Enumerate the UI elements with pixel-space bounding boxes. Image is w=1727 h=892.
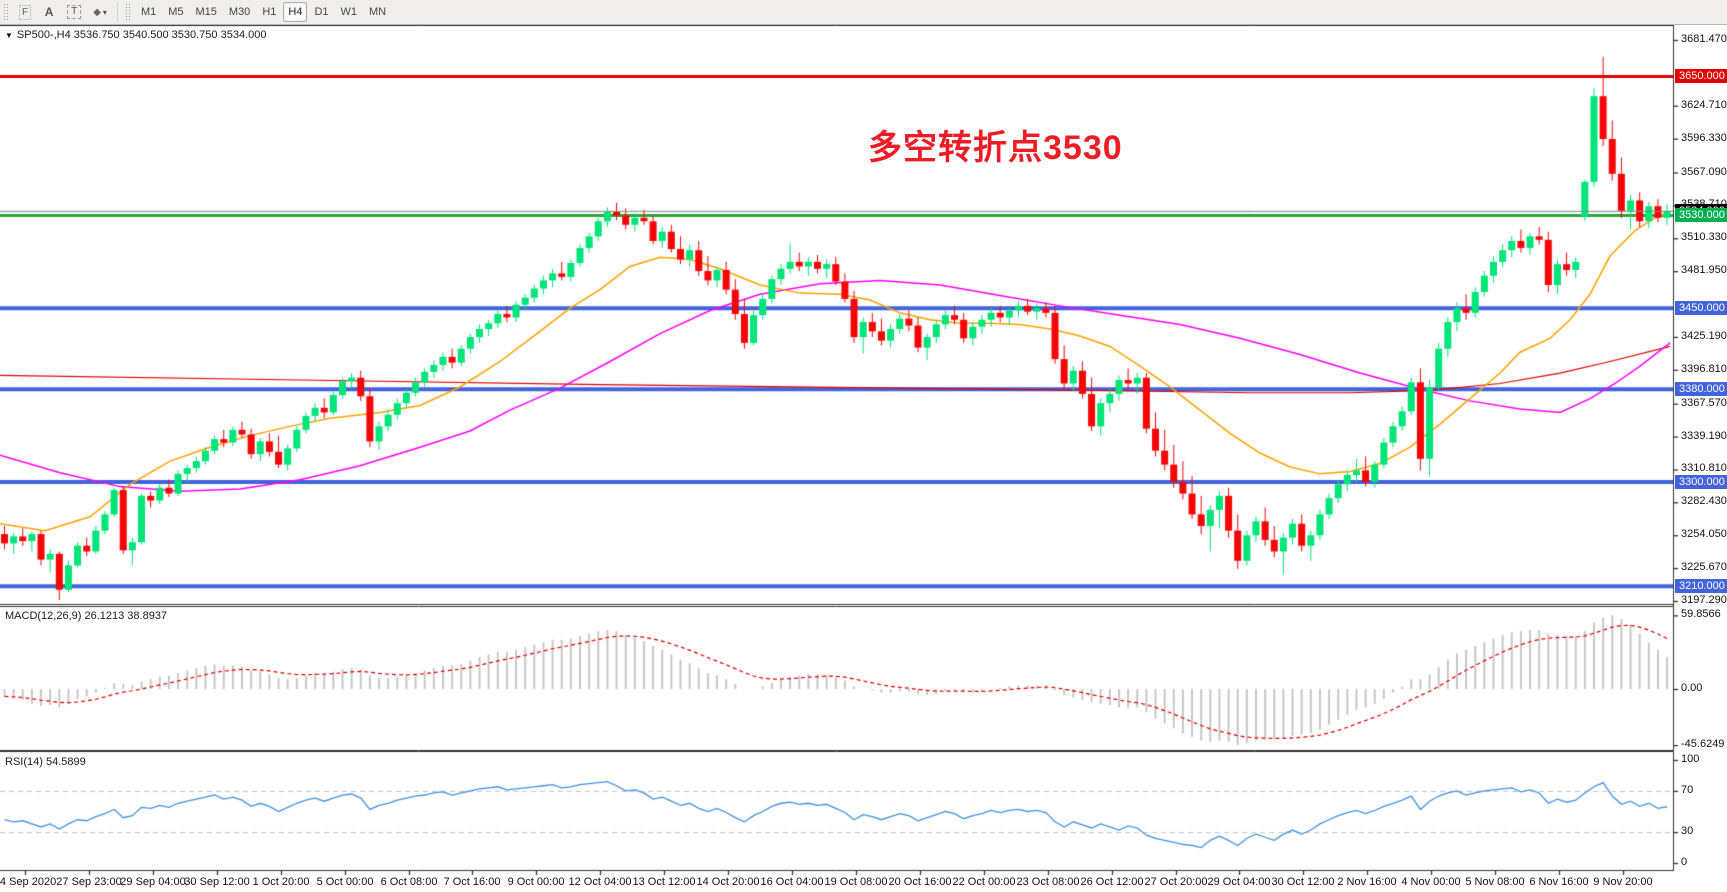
time-axis-label: 1 Oct 20:00 [252,876,310,888]
toolbar-drag-handle[interactable] [3,3,10,21]
price-axis-label: 3339.190 [1681,429,1727,442]
price-axis-label: 3624.710 [1681,98,1727,111]
time-axis-label: 9 Oct 00:00 [507,876,565,888]
price-axis-label: 3367.570 [1681,396,1727,409]
time-axis-label: 7 Oct 16:00 [443,876,501,888]
price-axis-label: 3425.190 [1681,329,1727,342]
macd-indicator-label: MACD(12,26,9) 26.1213 38.8937 [5,610,168,622]
style-painter-button[interactable]: ◆ ▾ [88,2,112,22]
chart-shift-button[interactable]: F [14,2,36,22]
text-label-button[interactable]: A [38,2,60,22]
time-axis-label: 12 Oct 04:00 [568,876,632,888]
price-axis-label: 3225.670 [1681,561,1727,574]
symbol-ohlc-text: SP500-,H4 3536.750 3540.500 3530.750 353… [16,29,267,41]
timeframe-button-m1[interactable]: M1 [140,6,157,18]
rsi-axis-label: 30 [1681,825,1694,838]
rsi-axis-label: 70 [1681,783,1694,796]
time-axis-label: 6 Oct 08:00 [380,876,438,888]
time-axis-label: 27 Oct 20:00 [1144,876,1208,888]
chart-area[interactable]: ▼ SP500-,H4 3536.750 3540.500 3530.750 3… [0,25,1727,892]
price-axis-label: 3197.290 [1681,593,1727,606]
macd-axis-label: 59.8566 [1681,608,1721,621]
symbol-dropdown-icon[interactable]: ▼ [5,30,13,40]
time-axis-label: 23 Oct 08:00 [1016,876,1080,888]
price-axis-label: 3481.950 [1681,264,1727,277]
symbol-title: ▼ SP500-,H4 3536.750 3540.500 3530.750 3… [5,29,266,41]
timeframe-button-h4[interactable]: H4 [283,2,308,22]
price-axis-label: 3510.330 [1681,231,1727,244]
time-axis-label: 16 Oct 04:00 [760,876,824,888]
price-line-label-3450.000: 3450.000 [1675,301,1727,316]
time-axis-label: 27 Sep 23:00 [56,876,122,888]
timeframe-button-d1[interactable]: D1 [314,6,329,18]
object-toolbar: F A T ◆ ▾ [13,2,113,22]
macd-axis-label: 0.00 [1681,682,1703,694]
time-axis-label: 5 Oct 00:00 [316,876,374,888]
time-axis-label: 29 Sep 04:00 [120,876,186,888]
price-chart-canvas[interactable] [0,25,1727,892]
time-axis-label: 24 Sep 2020 [0,876,57,888]
time-axis-label: 22 Oct 00:00 [952,876,1016,888]
toolbar-drag-handle[interactable] [124,3,132,21]
macd-axis-label: -45.6249 [1681,738,1725,751]
price-line-label-3380.000: 3380.000 [1675,382,1727,397]
toolbar: F A T ◆ ▾ M1 M5 M15 M30 H1 H4 D1 W1 MN [0,0,1727,25]
time-axis-label: 14 Oct 20:00 [696,876,760,888]
style-painter-icon: ◆ [93,6,101,18]
time-axis-label: 20 Oct 16:00 [888,876,952,888]
timeframe-button-w1[interactable]: W1 [340,6,358,18]
rsi-axis-label: 100 [1681,753,1700,765]
text-box-icon: T [67,5,82,19]
price-line-label-3650.000: 3650.000 [1675,69,1727,84]
rsi-indicator-label: RSI(14) 54.5899 [5,756,86,768]
time-axis-label: 29 Oct 04:00 [1207,876,1271,888]
text-label-icon: A [44,5,54,19]
time-axis-label: 30 Oct 12:00 [1271,876,1335,888]
timeframe-button-mn[interactable]: MN [369,6,387,18]
chart-annotation-text: 多空转折点3530 [868,129,1123,167]
chart-shift-icon: F [19,4,32,20]
time-axis-label: 26 Oct 12:00 [1080,876,1144,888]
timeframe-button-h1[interactable]: H1 [262,6,277,18]
chevron-down-icon: ▾ [102,7,107,17]
price-axis-label: 3396.810 [1681,362,1727,375]
time-axis-label: 19 Oct 08:00 [824,876,888,888]
timeframe-button-m15[interactable]: M15 [195,6,217,18]
price-axis-label: 3282.430 [1681,495,1727,508]
price-line-label-3530.000: 3530.000 [1675,208,1727,223]
timeframe-button-m30[interactable]: M30 [228,6,251,18]
text-box-button[interactable]: T [62,2,86,22]
time-axis-label: 30 Sep 12:00 [184,876,250,888]
price-axis-label: 3310.810 [1681,462,1727,475]
time-axis-label: 6 Nov 16:00 [1529,876,1589,888]
price-line-label-3210.000: 3210.000 [1675,579,1727,594]
price-axis-label: 3254.050 [1681,528,1727,541]
price-axis-label: 3567.090 [1681,165,1727,178]
price-line-label-3300.000: 3300.000 [1675,474,1727,489]
time-axis-label: 4 Nov 00:00 [1401,876,1461,888]
rsi-axis-label: 0 [1681,856,1688,868]
time-axis-label: 9 Nov 20:00 [1593,876,1653,888]
time-axis-label: 2 Nov 16:00 [1337,876,1397,888]
price-axis-label: 3681.470 [1681,33,1727,45]
time-axis-label: 13 Oct 12:00 [632,876,696,888]
timeframe-button-m5[interactable]: M5 [168,6,184,18]
time-axis-label: 5 Nov 08:00 [1465,876,1525,888]
toolbar-separator [116,2,118,22]
price-axis-label: 3596.330 [1681,131,1727,144]
timeframe-toolbar: M1 M5 M15 M30 H1 H4 D1 W1 MN [135,2,392,22]
